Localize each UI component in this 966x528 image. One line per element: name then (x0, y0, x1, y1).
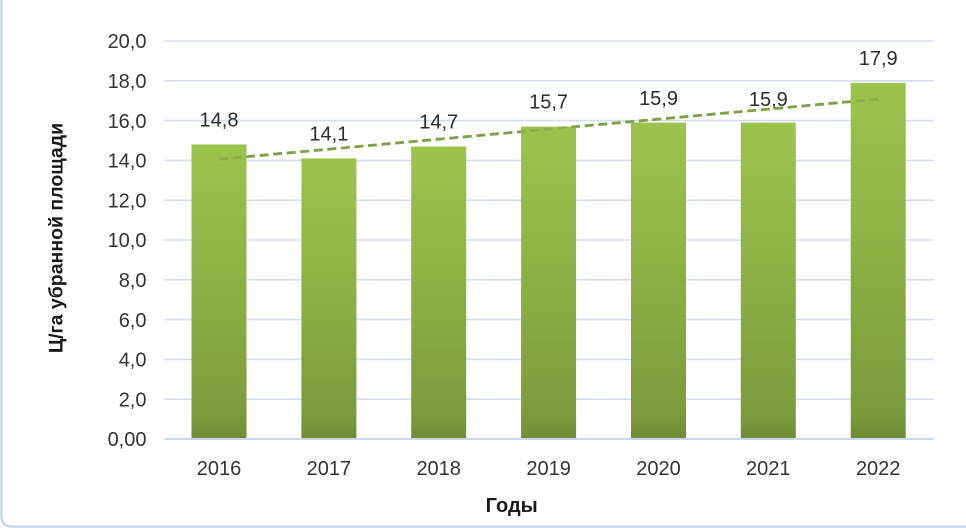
svg-text:14,1: 14,1 (309, 123, 348, 145)
svg-text:15,9: 15,9 (639, 88, 678, 110)
svg-text:15,9: 15,9 (749, 89, 788, 111)
svg-text:12,0: 12,0 (108, 190, 147, 212)
svg-text:17,9: 17,9 (859, 48, 898, 70)
svg-text:6,0: 6,0 (119, 310, 147, 332)
svg-text:2,0: 2,0 (119, 389, 147, 411)
svg-text:8,0: 8,0 (119, 270, 147, 292)
svg-text:2022: 2022 (856, 458, 901, 480)
svg-text:2017: 2017 (307, 458, 352, 480)
svg-text:16,0: 16,0 (108, 111, 147, 133)
svg-text:20,0: 20,0 (108, 31, 147, 53)
svg-text:4,0: 4,0 (119, 350, 147, 372)
svg-text:Годы: Годы (486, 495, 538, 517)
svg-text:18,0: 18,0 (108, 71, 147, 93)
svg-text:Ц/га убранной площади: Ц/га убранной площади (46, 123, 68, 353)
svg-text:2018: 2018 (416, 458, 461, 480)
svg-text:0,00: 0,00 (108, 429, 147, 451)
svg-text:14,0: 14,0 (108, 151, 147, 173)
svg-text:10,0: 10,0 (108, 230, 147, 252)
svg-text:2021: 2021 (746, 458, 791, 480)
svg-text:14,8: 14,8 (200, 110, 239, 132)
svg-text:2019: 2019 (526, 458, 571, 480)
svg-text:15,7: 15,7 (529, 92, 568, 114)
svg-text:14,7: 14,7 (419, 112, 458, 134)
svg-text:2016: 2016 (197, 458, 242, 480)
svg-text:2020: 2020 (636, 458, 681, 480)
